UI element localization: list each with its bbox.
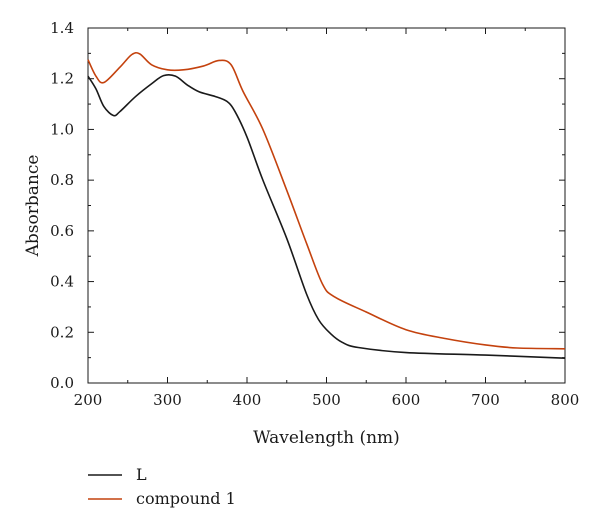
y-tick-label: 1.4	[50, 19, 74, 37]
legend-label: L	[136, 465, 147, 484]
x-tick-label: 400	[233, 391, 262, 409]
series-line-l	[87, 74, 566, 359]
x-tick-label: 200	[74, 391, 103, 409]
legend-label: compound 1	[136, 489, 236, 508]
x-tick-label: 300	[153, 391, 182, 409]
y-tick-label: 0.8	[50, 171, 74, 189]
y-tick-label: 1.2	[50, 70, 74, 88]
y-axis-label: Absorbance	[23, 155, 43, 258]
x-tick-label: 800	[551, 391, 580, 409]
series-line-compound-1	[87, 51, 566, 350]
y-tick-label: 0.0	[50, 374, 74, 392]
y-tick-label: 0.2	[50, 323, 74, 341]
x-tick-label: 700	[471, 391, 500, 409]
y-tick-label: 0.4	[50, 273, 74, 291]
x-tick-label: 600	[392, 391, 421, 409]
y-tick-label: 1.0	[50, 120, 74, 138]
y-tick-label: 0.6	[50, 222, 74, 240]
x-tick-label: 500	[312, 391, 341, 409]
x-axis-label: Wavelength (nm)	[253, 428, 400, 448]
